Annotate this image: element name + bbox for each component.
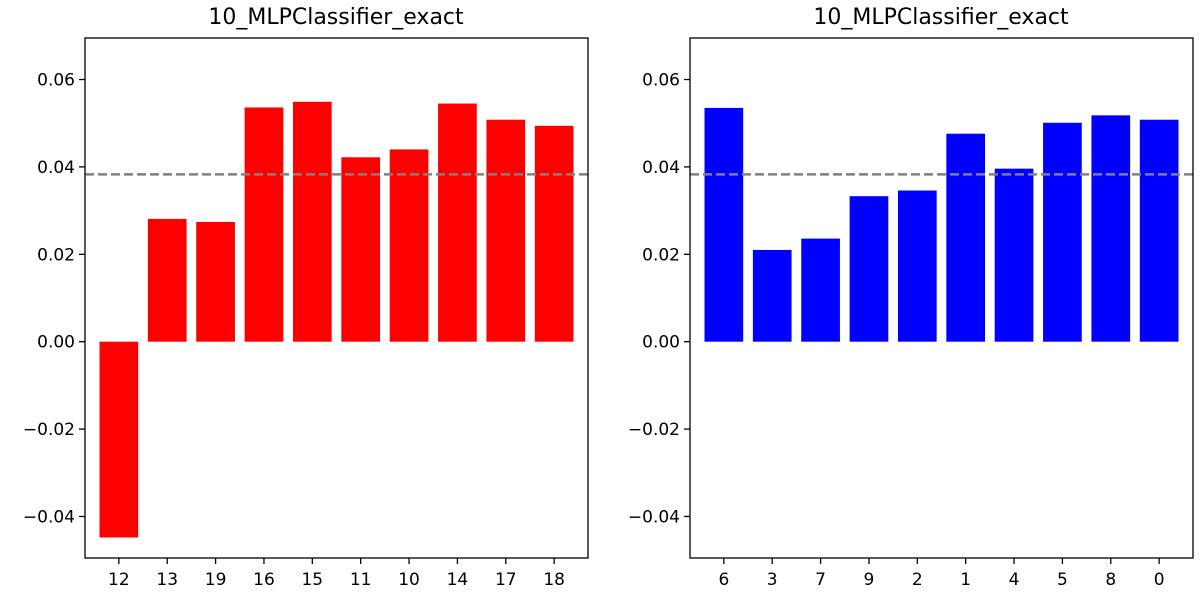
- left-bar-15: [292, 101, 332, 342]
- left-x-tick-label: 16: [253, 570, 275, 590]
- right-bar-4: [994, 168, 1034, 342]
- right-y-tick-label: −0.04: [628, 507, 680, 527]
- right-y-tick-label: −0.02: [628, 420, 680, 440]
- right-bar-0: [1139, 119, 1179, 342]
- right-x-tick-label: 9: [864, 570, 875, 590]
- left-x-tick-label: 17: [495, 570, 517, 590]
- left-chart-panel: 10_MLPClassifier_exact −0.04 −0.02 0.00 0.0…: [23, 5, 589, 590]
- right-x-tick-label: 8: [1105, 570, 1116, 590]
- right-chart-panel: 10_MLPClassifier_exact −0.04 −0.02 0.00 0.0…: [628, 5, 1194, 590]
- left-x-tick-label: 19: [205, 570, 227, 590]
- right-x-tick-label: 4: [1009, 570, 1020, 590]
- left-y-tick-label: −0.04: [23, 507, 75, 527]
- left-bar-11: [341, 157, 381, 342]
- right-bar-3: [752, 249, 792, 342]
- left-bar-10: [389, 149, 429, 342]
- left-bar-18: [534, 125, 574, 342]
- left-y-tick-label: −0.02: [23, 420, 75, 440]
- left-y-tick-label: 0.00: [37, 333, 75, 353]
- left-y-tick-label: 0.06: [37, 71, 75, 91]
- left-x-tick-label: 10: [398, 570, 420, 590]
- left-bar-16: [244, 107, 284, 342]
- right-bar-5: [1043, 122, 1082, 342]
- right-y-tick-label: 0.04: [642, 158, 680, 178]
- right-x-tick-label: 1: [960, 570, 971, 590]
- right-chart-title: 10_MLPClassifier_exact: [813, 5, 1069, 30]
- left-x-tick-label: 13: [156, 570, 178, 590]
- right-x-tick-label: 2: [912, 570, 923, 590]
- right-bar-1: [946, 133, 986, 342]
- right-x-tick-label: 0: [1154, 570, 1165, 590]
- left-x-tick-label: 14: [447, 570, 469, 590]
- left-bar-17: [486, 119, 526, 342]
- left-x-tick-label: 11: [350, 570, 372, 590]
- right-x-tick-label: 7: [815, 570, 826, 590]
- left-axes-frame: [84, 37, 589, 559]
- left-bar-13: [147, 218, 187, 342]
- right-x-tick-label: 5: [1057, 570, 1068, 590]
- left-y-tick-label: 0.04: [37, 158, 75, 178]
- left-x-tick-label: 12: [108, 570, 130, 590]
- right-axes-frame: [689, 37, 1194, 559]
- right-bar-8: [1091, 115, 1131, 342]
- left-chart-title: 10_MLPClassifier_exact: [208, 5, 464, 30]
- left-bar-12: [99, 341, 139, 538]
- right-bar-2: [897, 190, 937, 342]
- right-x-tick-label: 3: [767, 570, 778, 590]
- left-bar-14: [438, 103, 477, 342]
- left-x-tick-label: 18: [543, 570, 565, 590]
- right-bar-7: [801, 238, 840, 342]
- right-bar-9: [849, 196, 889, 342]
- right-y-tick-label: 0.06: [642, 71, 680, 91]
- left-x-tick-label: 15: [301, 570, 323, 590]
- right-y-tick-label: 0.02: [642, 245, 680, 265]
- right-bar-6: [704, 107, 744, 342]
- right-x-tick-label: 6: [718, 570, 729, 590]
- left-bar-19: [196, 221, 235, 342]
- right-y-tick-label: 0.00: [642, 333, 680, 353]
- left-y-tick-label: 0.02: [37, 245, 75, 265]
